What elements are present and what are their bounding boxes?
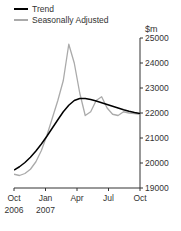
x-tick-label: Apr	[70, 193, 83, 203]
legend-swatch	[14, 8, 28, 10]
legend: TrendSeasonally Adjusted	[14, 4, 109, 25]
plot-area	[14, 44, 140, 175]
y-tick	[140, 88, 143, 89]
x-tick	[77, 188, 78, 191]
legend-label: Seasonally Adjusted	[32, 15, 109, 25]
x-tick-label: Jan	[39, 193, 53, 203]
x-tick	[108, 188, 109, 191]
x-tick-label: Jul	[103, 193, 114, 203]
x-tick	[45, 188, 46, 191]
y-tick	[140, 63, 143, 64]
series-line	[14, 99, 140, 171]
y-tick	[140, 38, 143, 39]
y-tick-label: 23000	[145, 83, 169, 93]
x-tick-label: Oct	[133, 193, 147, 203]
y-tick	[140, 113, 143, 114]
x-tick	[140, 188, 141, 191]
chart: 19000 20000 21000 22000 23000 24000 25000$m Oct…	[0, 0, 181, 231]
y-tick-label: 24000	[145, 58, 169, 68]
legend-label: Trend	[32, 4, 54, 14]
y-axis-label: $m	[145, 24, 158, 34]
y-tick-label: 20000	[145, 158, 169, 168]
legend-swatch	[14, 19, 28, 21]
y-tick	[140, 138, 143, 139]
y-tick-label: 25000	[145, 33, 169, 43]
y-tick-label: 22000	[145, 108, 169, 118]
annotation: 2007	[36, 205, 55, 215]
x-tick-label: Oct	[7, 193, 21, 203]
x-tick	[14, 188, 15, 191]
y-tick-label: 19000	[145, 183, 169, 193]
annotation: 2006	[5, 205, 24, 215]
y-tick-label: 21000	[145, 133, 169, 143]
series-line	[14, 44, 140, 175]
y-tick	[140, 163, 143, 164]
